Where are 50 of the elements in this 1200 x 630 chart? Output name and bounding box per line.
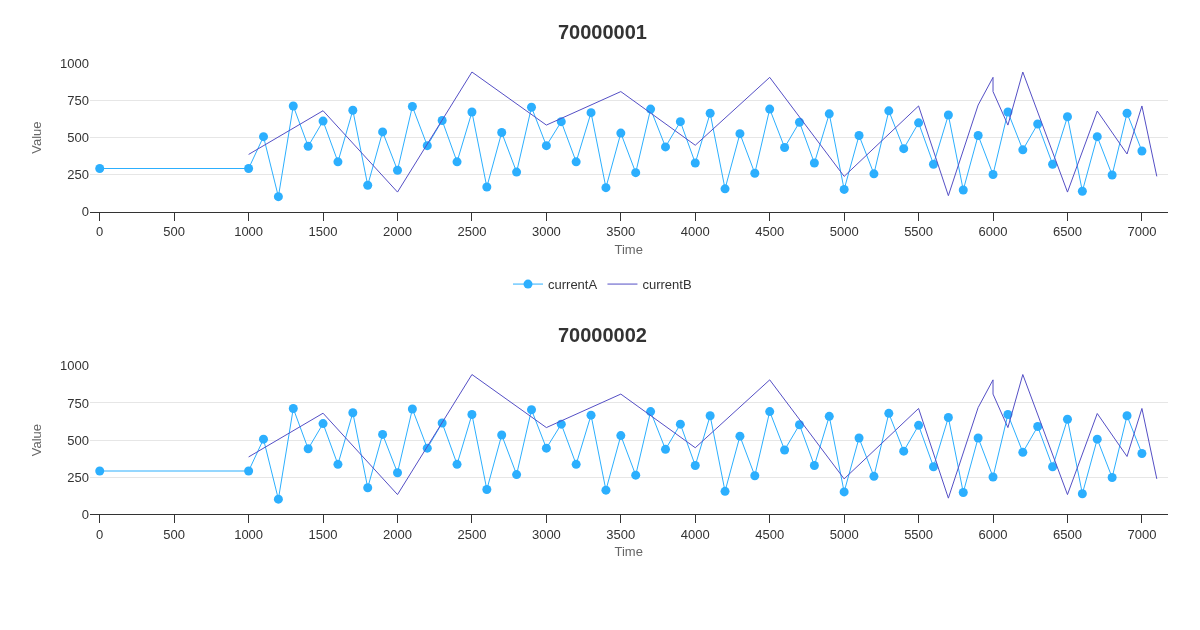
x-tick-label: 2500 — [457, 526, 487, 542]
x-tick-label: 1000 — [234, 224, 264, 240]
x-tick-label: 0 — [96, 224, 104, 240]
line-series — [248, 374, 1158, 499]
legend-label: currentA — [548, 277, 598, 293]
y-tick-label: 1000 — [59, 358, 89, 374]
x-tick-label: 6000 — [978, 224, 1008, 240]
x-tick-label: 4500 — [755, 224, 785, 240]
x-tick-label: 1500 — [308, 526, 338, 542]
x-tick-label: 3000 — [531, 526, 561, 542]
y-tick-label: 500 — [67, 432, 89, 448]
y-tick-label: 1000 — [59, 55, 89, 71]
x-tick-label: 7000 — [1127, 224, 1157, 240]
x-tick-label: 3500 — [606, 526, 636, 542]
x-tick-label: 7000 — [1127, 526, 1157, 542]
x-tick-label: 3500 — [606, 224, 636, 240]
legend-label: currentB — [642, 277, 692, 293]
y-tick-label: 500 — [67, 130, 89, 146]
x-tick-label: 4000 — [680, 224, 710, 240]
x-tick-label: 1500 — [308, 224, 338, 240]
y-axis-title: Value — [28, 121, 44, 154]
x-tick-label: 500 — [163, 526, 186, 542]
y-tick-label: 250 — [67, 469, 89, 485]
y-axis-title: Value — [28, 423, 44, 457]
y-tick-label: 750 — [67, 93, 89, 109]
x-tick-label: 4500 — [755, 526, 785, 542]
x-tick-label: 6500 — [1053, 526, 1082, 542]
x-tick-label: 0 — [96, 526, 104, 542]
x-axis-title: Time — [614, 544, 643, 560]
x-tick-label: 6500 — [1053, 224, 1082, 240]
x-tick-label: 2500 — [457, 224, 487, 240]
x-tick-label: 500 — [163, 224, 186, 240]
y-tick-label: 0 — [81, 204, 89, 220]
x-tick-label: 1000 — [234, 526, 264, 542]
x-tick-label: 5500 — [904, 526, 934, 542]
chart-title: 70000002 — [558, 324, 647, 346]
y-tick-label: 750 — [67, 395, 89, 411]
line-series — [248, 71, 1158, 197]
x-tick-label: 6000 — [978, 526, 1008, 542]
x-tick-label: 5000 — [829, 526, 859, 542]
chart-title: 70000001 — [558, 21, 647, 43]
x-tick-label: 2000 — [383, 526, 412, 542]
x-axis-title: Time — [614, 241, 643, 257]
x-tick-label: 5000 — [829, 224, 859, 240]
x-tick-label: 3000 — [531, 224, 561, 240]
x-tick-label: 4000 — [680, 526, 710, 542]
x-tick-label: 2000 — [383, 224, 412, 240]
x-tick-label: 5500 — [904, 224, 934, 240]
y-tick-label: 250 — [67, 167, 89, 183]
y-tick-label: 0 — [81, 506, 89, 522]
